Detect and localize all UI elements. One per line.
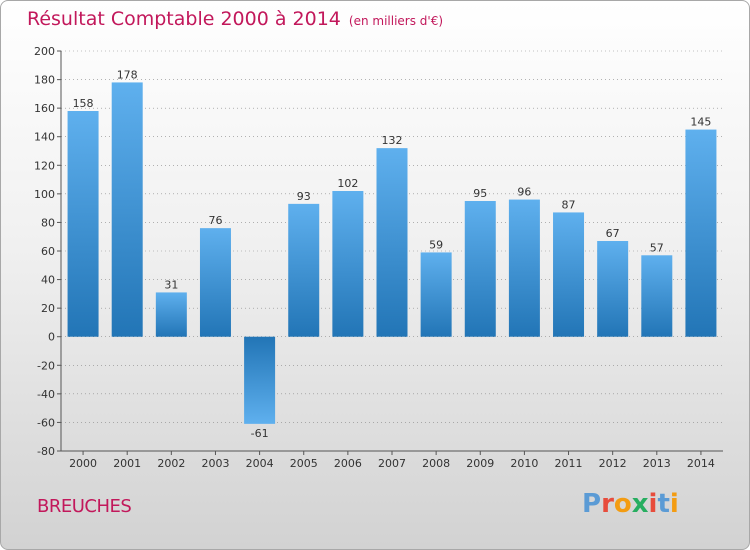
y-tick-label: 80: [41, 216, 55, 229]
value-label-2011: 87: [562, 198, 576, 211]
chart-title: Résultat Comptable 2000 à 2014 (en millie…: [27, 8, 443, 30]
x-tick-label-2014: 2014: [687, 457, 715, 470]
y-tick-label: 160: [34, 102, 55, 115]
y-tick-label: -60: [37, 416, 55, 429]
y-tick-label: -40: [37, 388, 55, 401]
x-tick-label-2001: 2001: [113, 457, 141, 470]
x-tick-label-2012: 2012: [599, 457, 627, 470]
bars: [67, 82, 717, 424]
x-tick-label-2007: 2007: [378, 457, 406, 470]
value-label-2007: 132: [382, 134, 403, 147]
y-tick-label: 60: [41, 245, 55, 258]
bar-2012: [597, 241, 629, 337]
value-label-2010: 96: [517, 186, 531, 199]
value-label-2005: 93: [297, 190, 311, 203]
logo-letter: t: [657, 489, 670, 519]
y-tick-label: 100: [34, 188, 55, 201]
y-tick-label: 120: [34, 159, 55, 172]
value-label-2009: 95: [473, 187, 487, 200]
x-tick-label-2006: 2006: [334, 457, 362, 470]
y-tick-label: -20: [37, 359, 55, 372]
chart-subtitle: (en milliers d'€): [348, 14, 444, 28]
value-label-2008: 59: [429, 238, 443, 251]
value-label-2001: 178: [117, 68, 138, 81]
y-tick-label: -80: [37, 445, 55, 458]
bar-2008: [420, 252, 452, 337]
x-tick-label-2002: 2002: [157, 457, 185, 470]
value-label-2000: 158: [73, 97, 94, 110]
bar-2004: [244, 336, 276, 424]
logo-letter: i: [648, 489, 658, 519]
bar-2000: [67, 111, 99, 337]
axes: [57, 50, 723, 455]
logo-letter: i: [669, 489, 679, 519]
y-tick-label: 180: [34, 74, 55, 87]
x-tick-label-2011: 2011: [555, 457, 583, 470]
labels: -80-60-40-200204060801001201401601802001…: [34, 45, 715, 470]
bar-2014: [685, 129, 717, 337]
value-label-2014: 145: [690, 116, 711, 129]
logo-letter: P: [582, 489, 602, 519]
value-label-2002: 31: [164, 278, 178, 291]
x-tick-label-2005: 2005: [290, 457, 318, 470]
x-tick-label-2009: 2009: [466, 457, 494, 470]
y-tick-label: 0: [48, 331, 55, 344]
logo-letter: o: [613, 489, 632, 519]
chart-title-text: Résultat Comptable 2000 à 2014: [27, 8, 341, 30]
value-label-2006: 102: [337, 177, 358, 190]
value-label-2003: 76: [208, 214, 222, 227]
value-label-2013: 57: [650, 241, 664, 254]
bar-2011: [553, 212, 585, 337]
bar-2013: [641, 255, 673, 337]
y-tick-label: 200: [34, 45, 55, 58]
bar-2001: [111, 82, 143, 337]
x-tick-label-2004: 2004: [246, 457, 274, 470]
bar-2010: [508, 199, 540, 337]
x-tick-label-2008: 2008: [422, 457, 450, 470]
value-label-2012: 67: [606, 227, 620, 240]
y-tick-label: 140: [34, 131, 55, 144]
bar-2009: [464, 201, 496, 337]
bar-2002: [155, 292, 187, 337]
bar-2007: [376, 148, 408, 337]
bar-2003: [199, 228, 231, 337]
bar-2005: [288, 203, 320, 337]
logo-letter: x: [631, 489, 649, 519]
logo-letter: r: [601, 489, 614, 519]
x-tick-label-2010: 2010: [510, 457, 538, 470]
commune-name: BREUCHES: [37, 496, 132, 517]
x-tick-label-2013: 2013: [643, 457, 671, 470]
y-tick-label: 40: [41, 274, 55, 287]
value-label-2004: -61: [251, 427, 269, 440]
bar-2006: [332, 191, 364, 337]
x-tick-label-2003: 2003: [201, 457, 229, 470]
proxiti-logo: Proxiti: [582, 489, 679, 519]
y-tick-label: 20: [41, 302, 55, 315]
x-tick-label-2000: 2000: [69, 457, 97, 470]
